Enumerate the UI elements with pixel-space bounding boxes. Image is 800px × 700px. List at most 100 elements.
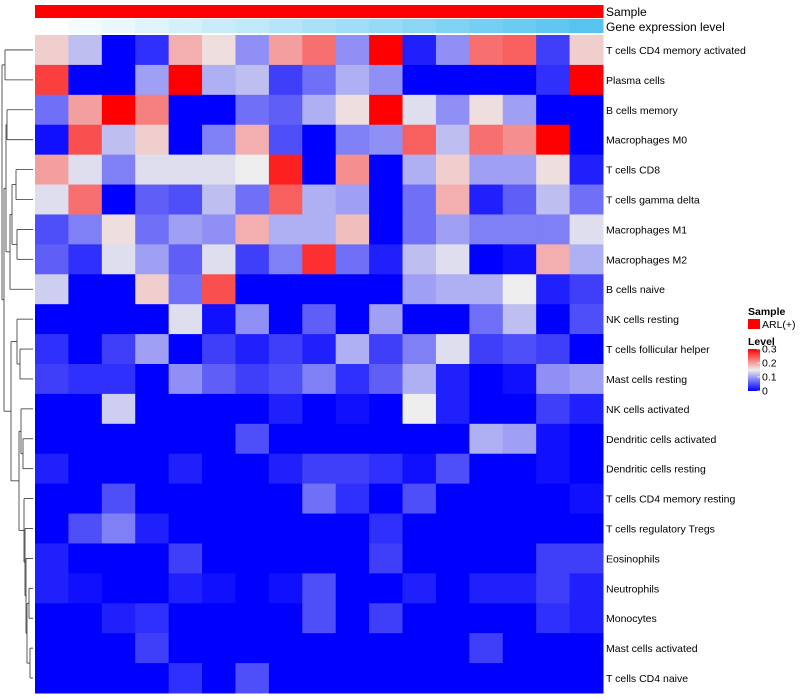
heatmap-cell: [569, 573, 604, 604]
heatmap-cell: [569, 453, 604, 485]
heatmap-cell: [435, 483, 470, 515]
heatmap-cell: [569, 393, 604, 425]
heatmap-cell: [68, 603, 103, 634]
heatmap-cell: [402, 663, 437, 694]
heatmap-cell: [101, 663, 136, 694]
heatmap-cell: [68, 64, 103, 96]
sample-legend-swatch: [748, 319, 760, 329]
row-label: Neutrophils: [606, 583, 659, 595]
heatmap-cell: [435, 633, 470, 664]
heatmap-cell: [135, 154, 170, 186]
heatmap-cell: [235, 64, 270, 96]
heatmap-cell: [536, 393, 571, 425]
heatmap-cell: [536, 633, 571, 664]
heatmap-cell: [101, 633, 136, 664]
heatmap-cell: [302, 543, 337, 574]
sample-annotation-row: [35, 5, 604, 18]
heatmap-cell: [369, 214, 404, 245]
heatmap-cell: [502, 274, 537, 305]
heatmap-cell: [435, 94, 470, 126]
level-tick-label: 0: [762, 386, 768, 398]
heatmap-cell: [502, 184, 537, 215]
heatmap-cell: [469, 244, 504, 275]
heatmap-cell: [68, 423, 103, 455]
heatmap-cell: [536, 663, 571, 694]
heatmap-cell: [68, 274, 103, 305]
heatmap-cell: [135, 663, 170, 694]
heatmap-cell: [402, 214, 437, 245]
heatmap-cell: [569, 633, 604, 664]
heatmap-cell: [101, 124, 136, 156]
heatmap-cell: [302, 483, 337, 515]
heatmap-cell: [235, 633, 270, 664]
heatmap-cell: [202, 663, 236, 694]
heatmap-cell: [335, 633, 370, 664]
heatmap-cell: [435, 603, 470, 634]
heatmap-cell: [569, 64, 604, 96]
heatmap-cell: [101, 543, 136, 574]
heatmap-cell: [202, 513, 236, 544]
heatmap-cell: [302, 184, 337, 215]
heatmap-cell: [502, 304, 537, 335]
heatmap-cell: [101, 154, 136, 186]
heatmap-cell: [168, 64, 203, 96]
heatmap-cell: [502, 513, 537, 544]
heatmap-cell: [302, 64, 337, 96]
heatmap-cell: [135, 94, 170, 126]
row-label: Macrophages M0: [606, 135, 687, 147]
heatmap-cell: [335, 154, 370, 186]
heatmap-cell: [235, 244, 270, 275]
heatmap-cell: [469, 633, 504, 664]
heatmap-cell: [569, 513, 604, 544]
heatmap-cell: [235, 94, 270, 126]
heatmap-cell: [569, 94, 604, 126]
heatmap-cell: [469, 304, 504, 335]
heatmap-cell: [435, 423, 470, 455]
heatmap-cell: [268, 94, 303, 126]
heatmap-cell: [435, 573, 470, 604]
heatmap-cell: [68, 543, 103, 574]
heatmap-cell: [135, 603, 170, 634]
heatmap-cell: [135, 244, 170, 275]
heatmap-cell: [168, 543, 203, 574]
level-tick-label: 0.3: [762, 344, 777, 356]
heatmap-cell: [402, 184, 437, 215]
heatmap-cell: [469, 124, 504, 156]
heatmap-cell: [202, 35, 236, 66]
row-label: Monocytes: [606, 613, 657, 625]
heatmap-cell: [268, 214, 303, 245]
heatmap-cell: [135, 513, 170, 544]
sample-annotation-cell: [335, 5, 370, 18]
heatmap-cell: [302, 94, 337, 126]
heatmap-cell: [536, 364, 571, 395]
heatmap-cell: [168, 423, 203, 455]
heatmap-cell: [35, 603, 69, 634]
heatmap-cell: [68, 483, 103, 515]
heatmap-cell: [369, 603, 404, 634]
heatmap-cell: [101, 513, 136, 544]
gene-expression-annotation-cell: [235, 19, 270, 33]
heatmap-cell: [335, 214, 370, 245]
heatmap-cell: [268, 603, 303, 634]
heatmap-cell: [268, 304, 303, 335]
heatmap-cell: [135, 35, 170, 66]
heatmap-cell: [168, 244, 203, 275]
heatmap-cell: [569, 603, 604, 634]
heatmap-cell: [469, 483, 504, 515]
gene-expression-annotation-label: Gene expression level: [606, 20, 725, 34]
heatmap-cell: [35, 274, 69, 305]
level-tick-label: 0.1: [762, 372, 777, 384]
heatmap-cell: [569, 543, 604, 574]
heatmap-cell: [469, 393, 504, 425]
heatmap-cell: [268, 663, 303, 694]
heatmap-cell: [35, 513, 69, 544]
heatmap-cell: [268, 124, 303, 156]
heatmap-cell: [235, 214, 270, 245]
heatmap-cell: [235, 124, 270, 156]
heatmap-cell: [569, 244, 604, 275]
heatmap-cell: [202, 334, 236, 365]
heatmap-cell: [502, 364, 537, 395]
row-label: Dendritic cells activated: [606, 434, 716, 446]
heatmap-cell: [235, 543, 270, 574]
heatmap-cell: [168, 573, 203, 604]
